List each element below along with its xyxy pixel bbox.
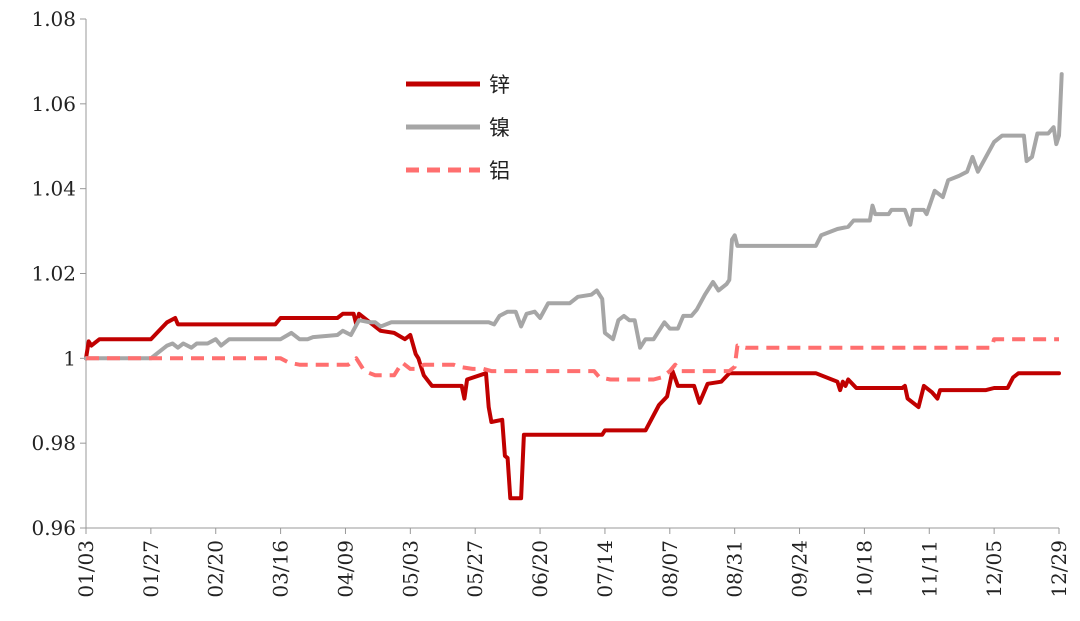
x-tick-label: 03/16 <box>269 540 293 598</box>
y-tick-label: 1.08 <box>31 7 76 31</box>
x-tick-label: 12/05 <box>982 540 1006 598</box>
x-tick-label: 08/31 <box>723 540 747 598</box>
y-tick-label: 0.96 <box>31 516 76 540</box>
series-layer <box>84 72 1064 501</box>
x-tick-label: 06/20 <box>528 540 552 598</box>
x-axis: 01/03 01/27 02/20 03/16 04/09 05/03 05/27 06/20… <box>74 527 1071 598</box>
x-tick-label: 10/18 <box>852 540 876 598</box>
legend-label-1: 锌 <box>489 73 510 97</box>
legend-label-2: 镍 <box>489 116 510 140</box>
x-tick-label: 01/27 <box>139 540 163 598</box>
y-tick-label: 1.02 <box>31 262 76 286</box>
y-tick-label: 1 <box>63 346 76 370</box>
y-tick-label: 1.06 <box>31 92 76 116</box>
x-tick-label: 01/03 <box>74 540 98 598</box>
x-tick-label: 05/27 <box>463 540 487 598</box>
series-line-2 <box>84 72 1064 361</box>
legend: 锌镍铝 <box>406 73 510 183</box>
x-tick-label: 08/07 <box>658 540 682 598</box>
y-tick-label: 1.04 <box>31 177 76 201</box>
series-line-3 <box>86 337 1059 382</box>
x-tick-label: 05/03 <box>398 540 422 598</box>
x-tick-label: 09/24 <box>788 540 812 598</box>
x-tick-label: 07/14 <box>593 540 617 598</box>
x-tick-label: 11/11 <box>917 540 941 598</box>
legend-label-3: 铝 <box>489 159 510 183</box>
x-tick-label: 12/29 <box>1047 540 1071 598</box>
x-tick-label: 02/20 <box>204 540 228 598</box>
y-tick-label: 0.98 <box>31 431 76 455</box>
x-tick-label: 04/09 <box>333 540 357 598</box>
series-line-1 <box>84 311 1061 501</box>
y-axis: 0.96 0.98 1 1.02 1.04 1.06 1.08 <box>31 7 87 540</box>
